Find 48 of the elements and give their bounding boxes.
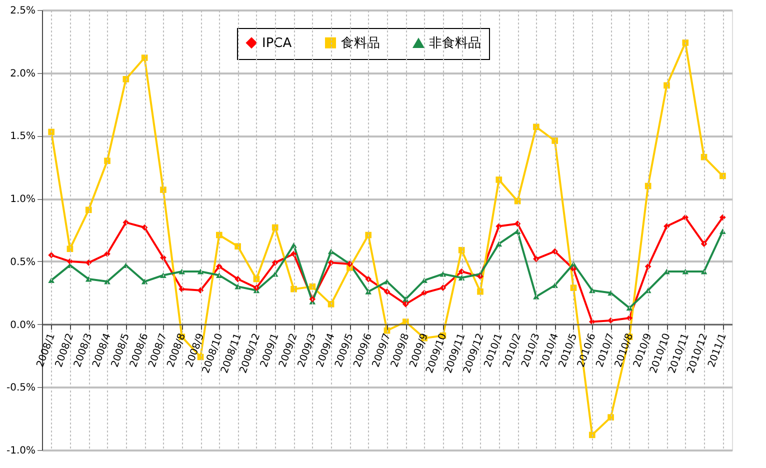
y-tick-label: 2.5% bbox=[10, 6, 36, 16]
y-tick-label: 2.0% bbox=[10, 68, 36, 80]
point bbox=[290, 242, 297, 248]
point bbox=[588, 432, 596, 438]
point bbox=[309, 283, 316, 290]
point bbox=[216, 272, 222, 278]
point bbox=[122, 219, 130, 226]
point bbox=[720, 172, 726, 180]
y-tick-label: 0.0% bbox=[10, 320, 36, 331]
point bbox=[644, 263, 652, 270]
legend-label: 非食料品 bbox=[429, 36, 481, 52]
y-tick-label: 1.0% bbox=[10, 194, 36, 206]
point bbox=[104, 278, 110, 284]
y-tick-label: 1.5% bbox=[10, 131, 36, 142]
point bbox=[552, 138, 558, 144]
point bbox=[234, 284, 241, 290]
point bbox=[272, 224, 278, 231]
y-tick-label: 0.5% bbox=[10, 256, 36, 268]
point bbox=[85, 206, 92, 214]
point bbox=[384, 278, 390, 284]
point bbox=[664, 223, 670, 230]
point bbox=[48, 128, 54, 136]
point bbox=[104, 158, 110, 164]
point bbox=[477, 288, 484, 295]
legend-label: IPCA bbox=[262, 36, 292, 51]
point bbox=[290, 250, 297, 258]
point bbox=[608, 414, 614, 420]
point bbox=[458, 268, 465, 275]
point bbox=[141, 224, 148, 231]
point bbox=[160, 186, 166, 193]
point bbox=[141, 278, 148, 284]
point bbox=[328, 301, 334, 308]
point bbox=[384, 288, 390, 295]
point bbox=[365, 288, 372, 294]
point bbox=[216, 232, 222, 238]
y-tick-label: -1.0% bbox=[6, 446, 36, 456]
point bbox=[533, 124, 540, 130]
point bbox=[234, 243, 241, 250]
point bbox=[682, 40, 689, 46]
point bbox=[421, 290, 428, 296]
point bbox=[122, 76, 130, 82]
point bbox=[496, 176, 502, 183]
y-tick-label: -0.5% bbox=[6, 382, 36, 394]
point bbox=[85, 276, 92, 282]
point bbox=[570, 284, 577, 291]
point bbox=[720, 228, 726, 234]
point bbox=[365, 232, 372, 238]
point bbox=[458, 246, 465, 254]
